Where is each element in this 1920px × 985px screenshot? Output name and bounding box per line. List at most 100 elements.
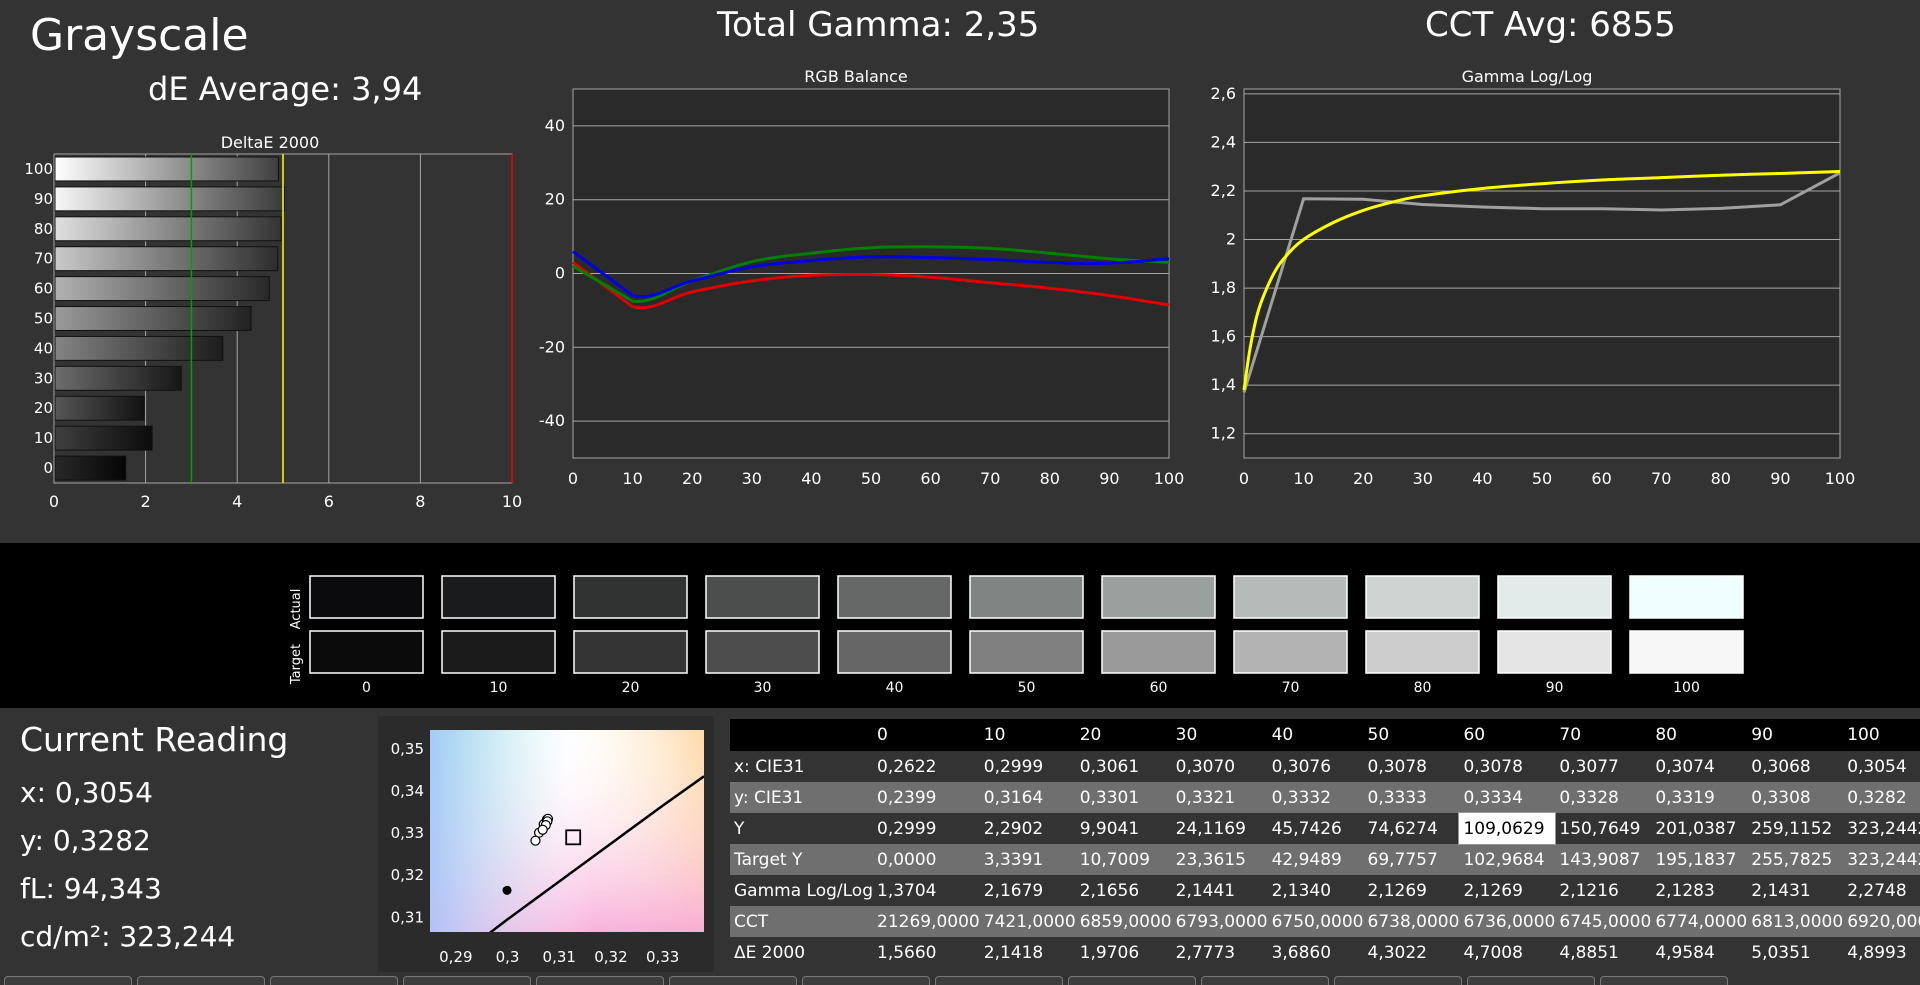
rgb-x-tick: 20	[682, 469, 702, 488]
table-cell[interactable]: 23,3615	[1171, 844, 1268, 875]
table-cell[interactable]: 6813,0000	[1747, 906, 1844, 937]
table-cell[interactable]: 6859,0000	[1075, 906, 1172, 937]
bottom-tab[interactable]	[1334, 976, 1462, 985]
table-cell[interactable]: 6745,0000	[1555, 906, 1652, 937]
table-cell[interactable]: 0,3334	[1459, 782, 1556, 813]
bottom-tab[interactable]	[4, 976, 132, 985]
table-cell[interactable]: 45,7426	[1267, 813, 1364, 844]
table-cell[interactable]: 6736,0000	[1459, 906, 1556, 937]
table-cell[interactable]: 0,3061	[1075, 751, 1172, 782]
table-cell[interactable]: 0,3078	[1459, 751, 1556, 782]
bottom-tab[interactable]	[1600, 976, 1728, 985]
table-cell[interactable]: 0,0000	[873, 844, 980, 875]
table-cell[interactable]: 0,3068	[1747, 751, 1844, 782]
table-cell[interactable]: 4,9584	[1651, 937, 1748, 968]
table-cell[interactable]: 6750,0000	[1267, 906, 1364, 937]
table-cell[interactable]: 0,3321	[1171, 782, 1268, 813]
table-cell[interactable]: 10,7009	[1075, 844, 1172, 875]
table-cell[interactable]: 0,3333	[1363, 782, 1460, 813]
table-cell[interactable]: 2,2748	[1843, 875, 1920, 906]
table-cell[interactable]: 2,1269	[1363, 875, 1460, 906]
swatch-band	[0, 543, 1920, 708]
table-cell[interactable]: 0,3077	[1555, 751, 1652, 782]
table-cell[interactable]: 2,1431	[1747, 875, 1844, 906]
bottom-tab[interactable]	[1201, 976, 1329, 985]
bottom-tab[interactable]	[669, 976, 797, 985]
table-cell[interactable]: 0,3282	[1843, 782, 1920, 813]
table-cell[interactable]: 7421,0000	[979, 906, 1076, 937]
bottom-tab[interactable]	[536, 976, 664, 985]
table-cell[interactable]: 2,1340	[1267, 875, 1364, 906]
table-cell[interactable]: 323,2442	[1843, 844, 1920, 875]
bottom-tab[interactable]	[802, 976, 930, 985]
table-cell[interactable]: 74,6274	[1363, 813, 1460, 844]
bottom-tab-strip[interactable]	[0, 976, 1920, 985]
table-cell[interactable]: 2,1283	[1651, 875, 1748, 906]
bottom-tab[interactable]	[270, 976, 398, 985]
table-cell[interactable]: 4,8851	[1555, 937, 1652, 968]
table-cell[interactable]: 0,3319	[1651, 782, 1748, 813]
table-cell[interactable]: 1,5660	[873, 937, 980, 968]
table-cell[interactable]: 2,1216	[1555, 875, 1652, 906]
table-cell[interactable]: 6774,0000	[1651, 906, 1748, 937]
bottom-tab[interactable]	[1068, 976, 1196, 985]
table-cell[interactable]: 0,3074	[1651, 751, 1748, 782]
table-cell[interactable]: 109,0629	[1458, 812, 1557, 845]
table-cell[interactable]: 0,3070	[1171, 751, 1268, 782]
table-cell[interactable]: 2,2902	[979, 813, 1076, 844]
table-cell[interactable]: 2,1418	[979, 937, 1076, 968]
table-cell[interactable]: 0,3301	[1075, 782, 1172, 813]
table-cell[interactable]: 0,3164	[979, 782, 1076, 813]
table-cell[interactable]: 24,1169	[1171, 813, 1268, 844]
table-cell[interactable]: 0,2399	[873, 782, 980, 813]
table-cell[interactable]: 2,7773	[1171, 937, 1268, 968]
table-cell[interactable]: 2,1441	[1171, 875, 1268, 906]
bottom-tab[interactable]	[935, 976, 1063, 985]
bottom-tab[interactable]	[403, 976, 531, 985]
table-cell[interactable]: 6920,0000	[1843, 906, 1920, 937]
swatch-target	[573, 630, 688, 674]
table-cell[interactable]: 102,9684	[1459, 844, 1556, 875]
table-row: Target Y 0,0000 3,3391 10,7009 23,3615 42,948…	[730, 844, 1920, 875]
table-cell[interactable]: 4,3022	[1363, 937, 1460, 968]
table-cell[interactable]: 0,3076	[1267, 751, 1364, 782]
table-cell[interactable]: 143,9087	[1555, 844, 1652, 875]
deltae-category-label: 10	[34, 429, 53, 447]
table-cell[interactable]: 5,0351	[1747, 937, 1844, 968]
swatch-target-row	[309, 630, 1744, 674]
table-cell[interactable]: 6793,0000	[1171, 906, 1268, 937]
table-cell[interactable]: 0,2999	[873, 813, 980, 844]
bottom-tab[interactable]	[137, 976, 265, 985]
table-cell[interactable]: 2,1679	[979, 875, 1076, 906]
table-cell[interactable]: 3,3391	[979, 844, 1076, 875]
table-cell[interactable]: 1,3704	[873, 875, 980, 906]
table-cell[interactable]: 2,1269	[1459, 875, 1556, 906]
table-cell[interactable]: 201,0387	[1651, 813, 1748, 844]
table-cell[interactable]: 1,9706	[1075, 937, 1172, 968]
table-cell[interactable]: 0,3328	[1555, 782, 1652, 813]
table-cell[interactable]: 6738,0000	[1363, 906, 1460, 937]
table-cell[interactable]: 21269,0000	[873, 906, 980, 937]
table-cell[interactable]: 2,1656	[1075, 875, 1172, 906]
table-cell[interactable]: 3,6860	[1267, 937, 1364, 968]
table-cell[interactable]: 9,9041	[1075, 813, 1172, 844]
gamma-x-tick: 90	[1770, 469, 1790, 488]
table-cell[interactable]: 69,7757	[1363, 844, 1460, 875]
table-cell[interactable]: 0,2622	[873, 751, 980, 782]
table-cell[interactable]: 0,3054	[1843, 751, 1920, 782]
table-cell[interactable]: 150,7649	[1555, 813, 1652, 844]
table-cell[interactable]: 323,2442	[1843, 813, 1920, 844]
deltae-bar	[54, 276, 270, 302]
table-cell[interactable]: 0,3332	[1267, 782, 1364, 813]
table-cell[interactable]: 0,3308	[1747, 782, 1844, 813]
table-cell[interactable]: 4,7008	[1459, 937, 1556, 968]
swatch-target	[1365, 630, 1480, 674]
table-cell[interactable]: 0,3078	[1363, 751, 1460, 782]
bottom-tab[interactable]	[1467, 976, 1595, 985]
table-cell[interactable]: 195,1837	[1651, 844, 1748, 875]
table-cell[interactable]: 42,9489	[1267, 844, 1364, 875]
table-cell[interactable]: 255,7825	[1747, 844, 1844, 875]
table-cell[interactable]: 259,1152	[1747, 813, 1844, 844]
table-cell[interactable]: 4,8993	[1843, 937, 1920, 968]
table-cell[interactable]: 0,2999	[979, 751, 1076, 782]
